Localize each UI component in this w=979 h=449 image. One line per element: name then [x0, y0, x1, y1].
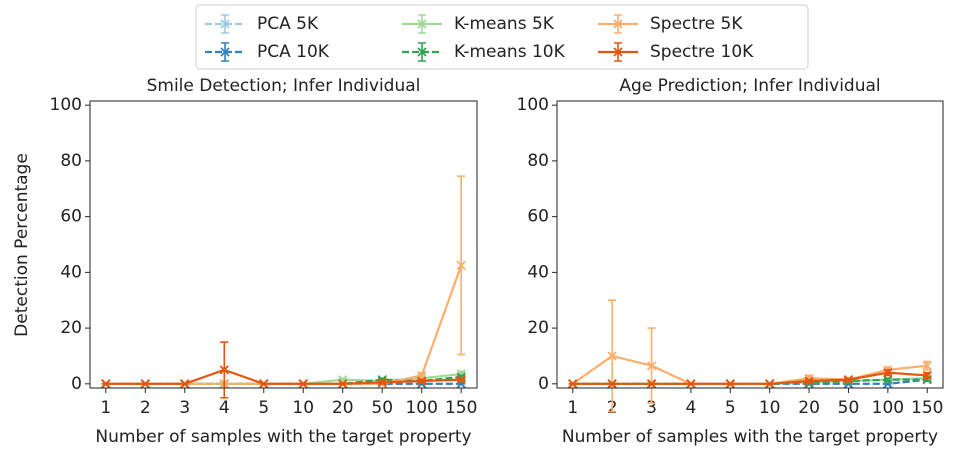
- chart-title: Age Prediction; Infer Individual: [619, 76, 880, 96]
- x-tick-label: 1: [100, 398, 111, 418]
- y-tick-label: 80: [60, 151, 82, 171]
- legend-label: PCA 5K: [257, 14, 319, 34]
- x-tick-label: 100: [872, 398, 904, 418]
- x-tick-label: 20: [798, 398, 820, 418]
- x-tick-label: 20: [332, 398, 354, 418]
- series-line: [572, 378, 928, 385]
- x-axis-label: Number of samples with the target proper…: [562, 427, 938, 447]
- legend-marker: [220, 47, 230, 57]
- marker: [259, 379, 269, 389]
- y-tick-label: 100: [50, 95, 82, 115]
- series-line: [572, 378, 928, 385]
- x-tick-label: 2: [140, 398, 151, 418]
- marker: [456, 260, 466, 271]
- legend-marker: [417, 47, 427, 57]
- marker: [338, 379, 348, 389]
- y-axis-label: Detection Percentage: [12, 153, 32, 337]
- legend-label: K-means 5K: [454, 14, 555, 34]
- x-tick-label: 10: [759, 398, 781, 418]
- marker: [646, 361, 657, 371]
- x-tick-label: 50: [371, 398, 393, 418]
- legend-label: Spectre 10K: [650, 42, 754, 62]
- y-tick-label: 20: [60, 318, 82, 338]
- legend-marker: [220, 19, 230, 29]
- x-tick-label: 10: [292, 398, 314, 418]
- marker: [219, 365, 229, 375]
- series-line: [105, 265, 463, 385]
- marker: [686, 379, 696, 389]
- x-tick-label: 3: [179, 398, 190, 418]
- marker: [140, 379, 150, 389]
- chart-title: Smile Detection; Infer Individual: [147, 76, 421, 96]
- series-line: [572, 371, 928, 385]
- x-tick-label: 150: [911, 398, 943, 418]
- y-tick-label: 0: [538, 374, 549, 394]
- legend-marker: [613, 47, 623, 57]
- marker: [456, 375, 466, 385]
- marker: [417, 376, 427, 386]
- marker: [180, 379, 190, 389]
- legend-box: [195, 4, 809, 70]
- legend-marker: [417, 19, 427, 29]
- series-line: [105, 368, 462, 385]
- marker: [101, 379, 111, 389]
- y-tick-label: 20: [527, 318, 549, 338]
- x-tick-label: 100: [405, 398, 437, 418]
- marker: [883, 375, 893, 385]
- y-tick-label: 80: [527, 151, 549, 171]
- y-tick-label: 40: [527, 262, 549, 282]
- marker: [883, 368, 893, 378]
- marker: [607, 379, 617, 389]
- x-tick-label: 3: [646, 398, 657, 418]
- legend-marker: [613, 19, 623, 29]
- x-tick-label: 150: [445, 398, 477, 418]
- marker: [646, 379, 657, 389]
- x-axis-label: Number of samples with the target proper…: [95, 427, 471, 447]
- x-tick-label: 4: [219, 398, 230, 418]
- legend-label: PCA 10K: [257, 42, 330, 62]
- marker: [804, 376, 814, 386]
- x-tick-label: 1: [567, 398, 578, 418]
- x-tick-label: 50: [838, 398, 860, 418]
- legend-label: Spectre 5K: [650, 14, 743, 34]
- axes-frame: [89, 100, 478, 389]
- marker: [377, 377, 387, 388]
- x-tick-label: 5: [258, 398, 269, 418]
- axes-frame: [556, 100, 944, 389]
- marker: [725, 379, 735, 389]
- x-tick-label: 4: [686, 398, 697, 418]
- marker: [298, 379, 308, 389]
- y-tick-label: 0: [71, 374, 82, 394]
- marker: [568, 379, 578, 389]
- y-tick-label: 40: [60, 262, 82, 282]
- y-tick-label: 60: [527, 207, 549, 227]
- x-tick-label: 5: [725, 398, 736, 418]
- marker: [922, 361, 932, 371]
- y-tick-label: 100: [517, 95, 549, 115]
- marker: [607, 351, 617, 361]
- legend-label: K-means 10K: [454, 42, 566, 62]
- marker: [843, 375, 854, 385]
- y-tick-label: 60: [60, 207, 82, 227]
- marker: [922, 370, 932, 381]
- marker: [765, 379, 775, 389]
